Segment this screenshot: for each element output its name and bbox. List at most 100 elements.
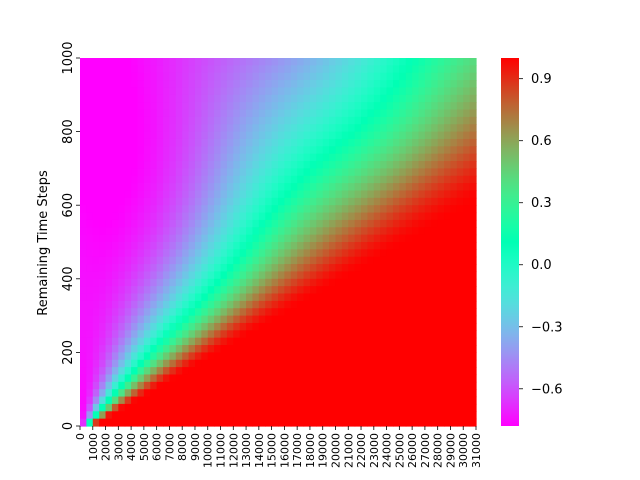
heatmap-cell [252, 146, 260, 155]
heatmap-cell [412, 80, 420, 89]
heatmap-cell [405, 271, 413, 280]
heatmap-cell [143, 411, 151, 420]
heatmap-cell [456, 80, 464, 89]
heatmap-cell [412, 330, 420, 339]
heatmap-cell [405, 278, 413, 287]
heatmap-cell [118, 359, 126, 368]
heatmap-cell [341, 242, 349, 250]
heatmap-cell [258, 80, 266, 89]
heatmap-cell [444, 300, 452, 309]
heatmap-cell [412, 359, 420, 368]
heatmap-cell [150, 396, 158, 405]
heatmap-cell [163, 190, 171, 199]
heatmap-cell [290, 264, 298, 273]
heatmap-cell [431, 80, 439, 89]
heatmap-cell [105, 146, 113, 155]
heatmap-cell [290, 367, 298, 376]
heatmap-cell [137, 190, 145, 199]
heatmap-cell [99, 102, 107, 111]
heatmap-cell [424, 94, 432, 103]
heatmap-cell [239, 183, 247, 192]
heatmap-cell [431, 87, 439, 96]
heatmap-cell [392, 87, 400, 96]
heatmap-cell [131, 411, 139, 420]
heatmap-cell [322, 308, 330, 317]
heatmap-cell [156, 102, 164, 111]
heatmap-cell [156, 87, 164, 96]
heatmap-cell [111, 315, 119, 324]
heatmap-cell [271, 72, 279, 81]
heatmap-cell [156, 131, 164, 140]
heatmap-cell [92, 94, 100, 103]
heatmap-cell [341, 300, 349, 309]
heatmap-cell [373, 418, 381, 427]
x-tick-label: 23000 [368, 433, 381, 468]
x-tick-label: 19000 [317, 433, 330, 468]
heatmap-cell [105, 242, 113, 250]
heatmap-cell [431, 138, 439, 147]
heatmap-cell [373, 65, 381, 74]
heatmap-cell [131, 161, 139, 169]
heatmap-cell [463, 271, 471, 280]
heatmap-cell [111, 65, 119, 74]
heatmap-cell [316, 94, 324, 103]
heatmap-cell [137, 308, 145, 317]
heatmap-cell [373, 403, 381, 412]
heatmap-cell [456, 72, 464, 81]
heatmap-cell [418, 345, 426, 353]
heatmap-cell [156, 197, 164, 206]
heatmap-cell [450, 411, 458, 420]
heatmap-cell [169, 418, 177, 427]
heatmap-cell [373, 124, 381, 133]
heatmap-cell [220, 175, 228, 184]
heatmap-cell [424, 256, 432, 265]
heatmap-cell [111, 418, 119, 427]
heatmap-cell [290, 322, 298, 331]
heatmap-cell [303, 138, 311, 147]
heatmap-cell [309, 286, 317, 295]
heatmap-cell [156, 190, 164, 199]
heatmap-cell [265, 352, 273, 361]
heatmap-cell [456, 411, 464, 420]
heatmap-cell [214, 278, 222, 287]
heatmap-cell [399, 242, 407, 250]
heatmap-cell [239, 271, 247, 280]
heatmap-cell [99, 124, 107, 133]
heatmap-cell [233, 153, 241, 162]
heatmap-cell [124, 322, 132, 331]
heatmap-cell [278, 183, 285, 192]
heatmap-cell [303, 212, 311, 221]
heatmap-cell [316, 286, 324, 295]
heatmap-cell [431, 403, 439, 412]
heatmap-cell [233, 161, 241, 169]
heatmap-cell [169, 345, 177, 353]
heatmap-cell [233, 271, 241, 280]
heatmap-cell [290, 352, 298, 361]
heatmap-cell [233, 58, 241, 66]
heatmap-cell [239, 168, 247, 177]
heatmap-cell [233, 308, 241, 317]
heatmap-cell [341, 418, 349, 427]
heatmap-cell [278, 330, 285, 339]
heatmap-cell [361, 352, 369, 361]
heatmap-cell [392, 381, 400, 390]
heatmap-cell [220, 102, 228, 111]
heatmap-cell [233, 175, 241, 184]
heatmap-cell [373, 271, 381, 280]
heatmap-cell [335, 345, 343, 353]
heatmap-cell [80, 80, 87, 89]
heatmap-cell [80, 138, 87, 147]
heatmap-cell [335, 256, 343, 265]
heatmap-cell [329, 330, 337, 339]
heatmap-cell [226, 359, 234, 368]
heatmap-cell [233, 256, 241, 265]
heatmap-cell [469, 352, 477, 361]
heatmap-cell [80, 286, 87, 295]
heatmap-cell [124, 374, 132, 383]
heatmap-cell [118, 308, 126, 317]
heatmap-cell [322, 102, 330, 111]
heatmap-cell [316, 219, 324, 228]
heatmap-cell [207, 58, 215, 66]
heatmap-cell [188, 256, 196, 265]
heatmap-cell [329, 153, 337, 162]
